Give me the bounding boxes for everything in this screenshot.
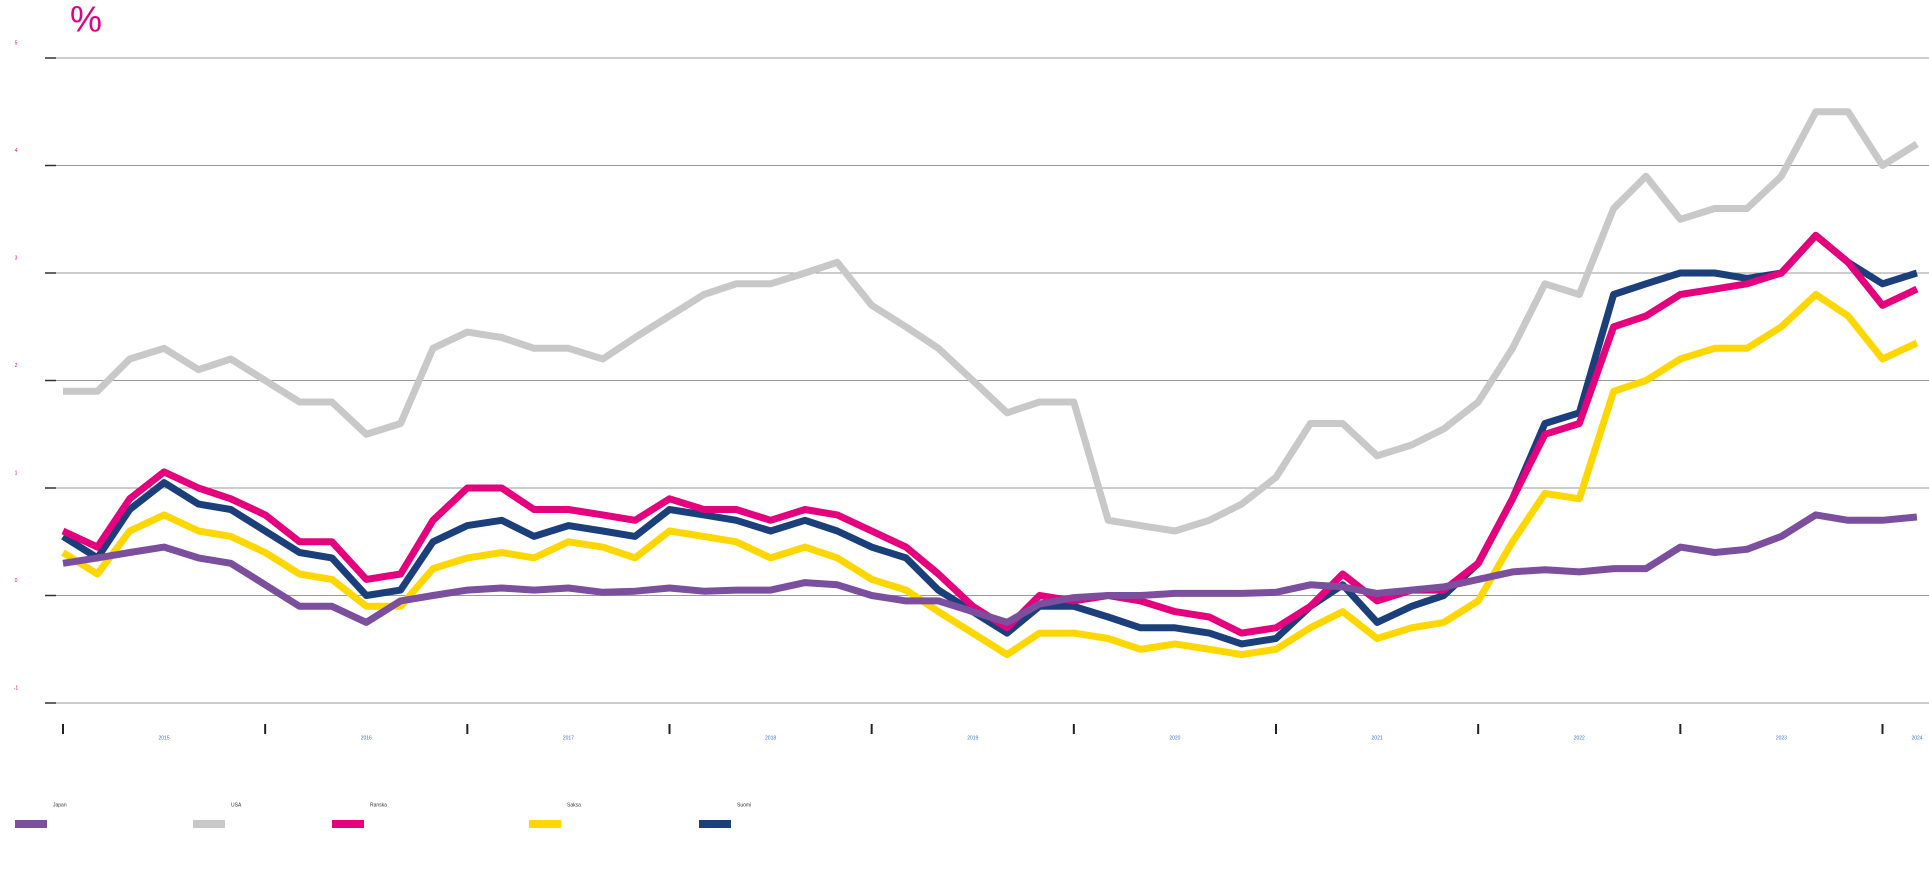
series-line	[61, 231, 1919, 637]
y-tick-label: 4	[15, 148, 18, 154]
legend-swatch	[332, 820, 364, 828]
x-tick-label: 2023	[1776, 735, 1787, 741]
series-line	[61, 291, 1919, 659]
x-tick-label: 2016	[361, 735, 372, 741]
legend-label: Saksa	[567, 802, 581, 808]
series-line	[61, 231, 1918, 648]
legend-swatch	[529, 820, 561, 828]
y-tick-label: 5	[15, 40, 18, 46]
x-tick-label: 2015	[159, 735, 170, 741]
y-tick-label: 0	[15, 578, 18, 584]
legend-label: Japan	[53, 802, 67, 808]
x-tick-label: 2017	[563, 735, 574, 741]
series-line	[63, 108, 1919, 535]
x-tick-label: 2019	[967, 735, 978, 741]
x-tick-label: 2018	[765, 735, 776, 741]
y-tick-label: 3	[15, 255, 18, 261]
legend-swatch	[699, 820, 731, 828]
x-tick-label: 2021	[1372, 735, 1383, 741]
x-tick-label: 2022	[1574, 735, 1585, 741]
legend-label: USA	[231, 802, 242, 808]
y-tick-label: -1	[14, 685, 19, 691]
y-tick-label: 1	[15, 470, 18, 476]
x-tick-label: 2024	[1911, 735, 1922, 741]
y-tick-label: 2	[15, 363, 18, 369]
legend-swatch	[193, 820, 225, 828]
x-tick-label: 2020	[1169, 735, 1180, 741]
chart-title: %	[70, 0, 102, 40]
legend-label: Suomi	[737, 802, 751, 808]
series-line	[62, 511, 1918, 626]
legend-label: Ranska	[370, 802, 387, 808]
legend-swatch	[15, 820, 47, 828]
